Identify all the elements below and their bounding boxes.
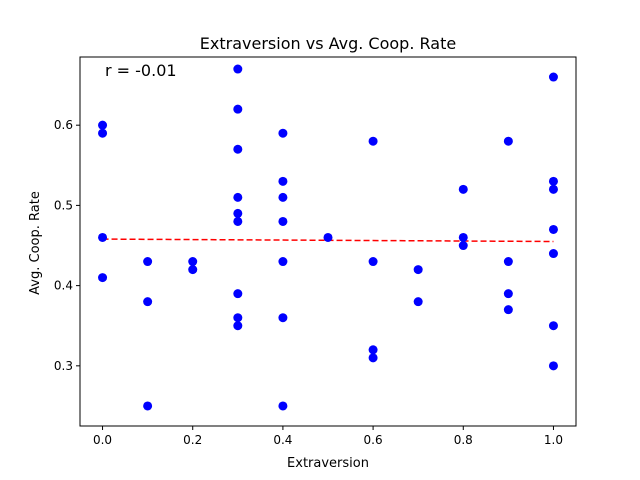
data-point (98, 128, 108, 138)
data-point (368, 345, 378, 355)
data-point (548, 72, 558, 82)
data-point (548, 224, 558, 234)
x-tick-label: 0.0 (93, 433, 112, 447)
plot-frame (79, 56, 577, 427)
data-point (548, 249, 558, 259)
data-point (323, 232, 333, 242)
data-point (503, 136, 513, 146)
data-point (413, 297, 423, 307)
data-point (413, 265, 423, 275)
data-point (278, 192, 288, 202)
data-point (188, 257, 198, 267)
data-point (503, 305, 513, 315)
data-point (233, 144, 243, 154)
chart-title: Extraversion vs Avg. Coop. Rate (200, 34, 456, 53)
data-point (278, 176, 288, 186)
correlation-annotation: r = -0.01 (105, 61, 177, 80)
data-point (548, 321, 558, 331)
data-point (233, 216, 243, 226)
data-point (143, 297, 153, 307)
data-point (233, 192, 243, 202)
x-tick-label: 1.0 (544, 433, 563, 447)
data-point (278, 313, 288, 323)
data-point (278, 216, 288, 226)
data-points (98, 64, 558, 411)
data-point (233, 64, 243, 74)
data-point (548, 176, 558, 186)
data-point (548, 361, 558, 371)
data-point (233, 313, 243, 323)
x-tick-label: 0.8 (454, 433, 473, 447)
data-point (278, 401, 288, 411)
data-point (233, 104, 243, 114)
y-axis-label: Avg. Coop. Rate (28, 191, 43, 295)
y-tick-label: 0.6 (54, 118, 73, 132)
x-tick-label: 0.2 (183, 433, 202, 447)
x-tick-label: 0.6 (364, 433, 383, 447)
y-tick-label: 0.5 (54, 198, 73, 212)
y-tick-label: 0.4 (54, 279, 73, 293)
data-point (278, 257, 288, 267)
data-point (98, 120, 108, 130)
axis-ticks: 0.0 0.2 0.4 0.6 0.8 1.0 0.3 0.4 0.5 0.6 (54, 118, 563, 447)
data-point (368, 136, 378, 146)
data-point (98, 232, 108, 242)
data-point (233, 289, 243, 299)
data-point (503, 289, 513, 299)
y-tick-label: 0.3 (54, 359, 73, 373)
data-point (188, 265, 198, 275)
data-point (458, 241, 468, 251)
x-axis-label: Extraversion (287, 456, 369, 471)
data-point (233, 208, 243, 218)
data-point (503, 257, 513, 267)
data-point (458, 184, 468, 194)
data-point (368, 353, 378, 363)
data-point (278, 128, 288, 138)
data-point (143, 257, 153, 267)
data-point (98, 273, 108, 283)
data-point (548, 184, 558, 194)
x-tick-label: 0.4 (273, 433, 292, 447)
data-point (233, 321, 243, 331)
data-point (368, 257, 378, 267)
data-point (143, 401, 153, 411)
data-point (458, 232, 468, 242)
